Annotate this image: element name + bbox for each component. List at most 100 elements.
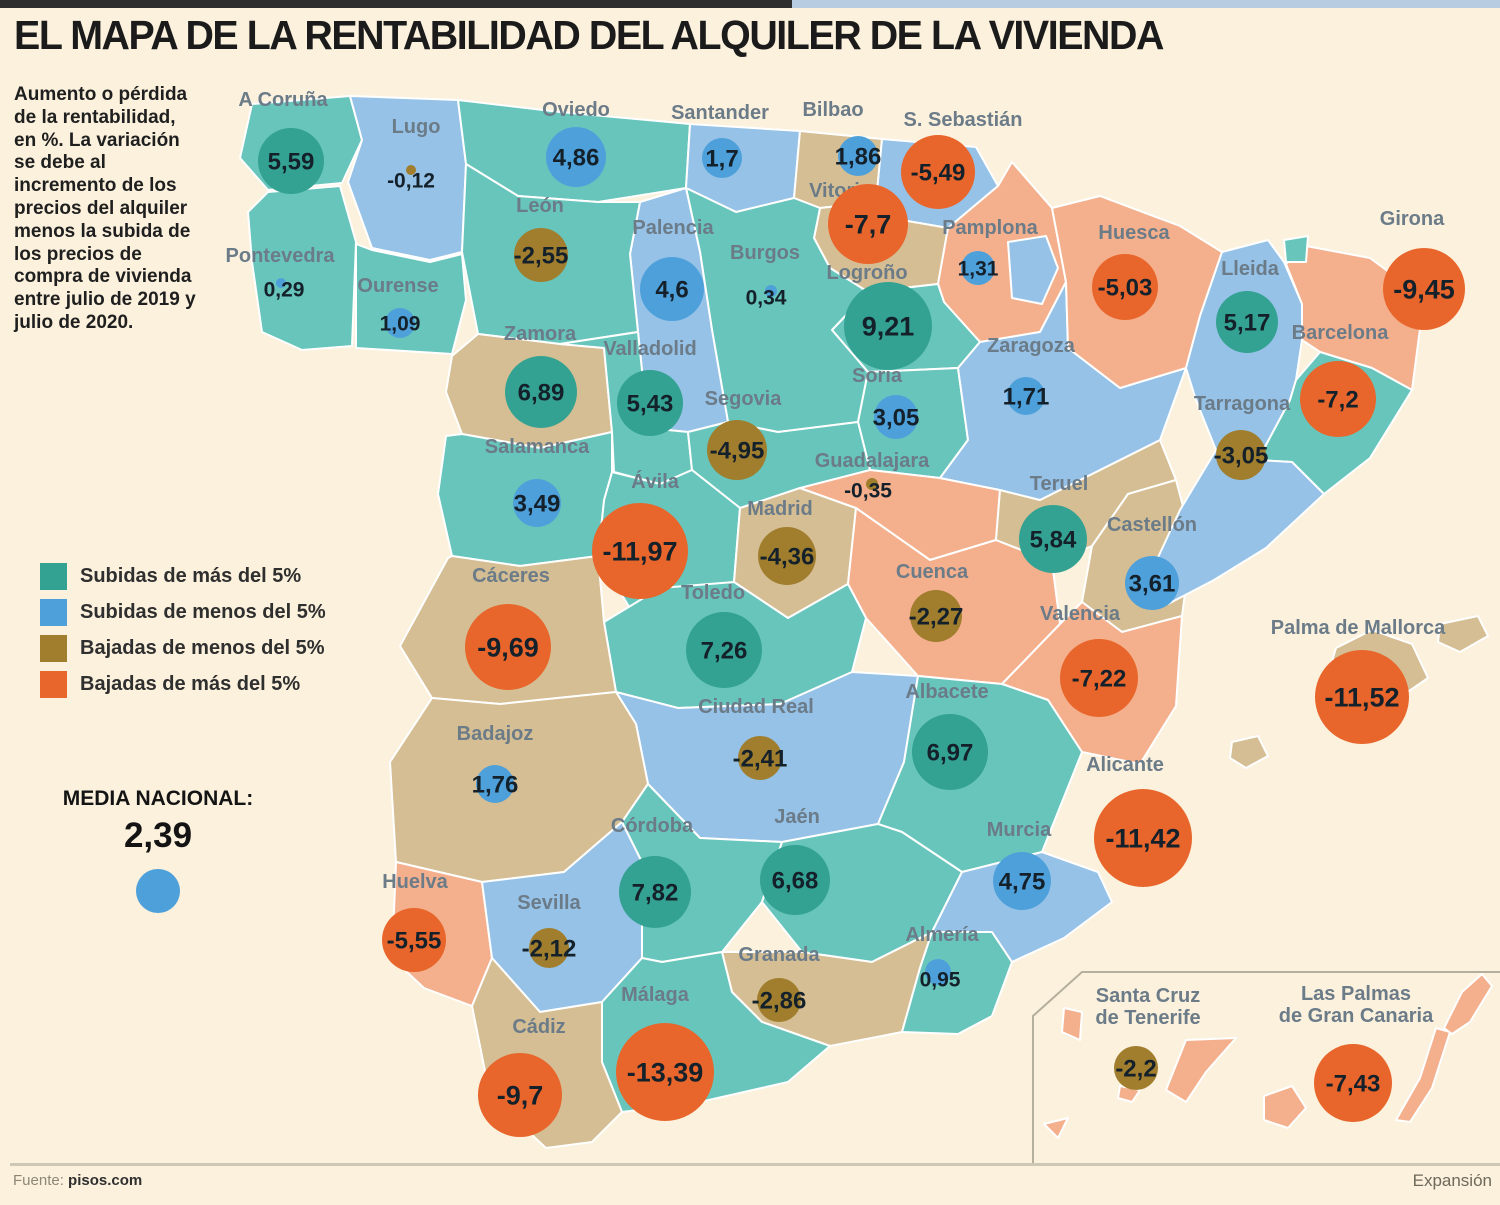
legend-item-1: Subidas de menos del 5% [40,599,326,626]
region-fuerteventura [1395,1027,1451,1123]
bubble-castellon [1125,556,1179,610]
label-tenerifesc: Santa Cruz de Tenerife [1095,985,1200,1029]
value-santander: 1,7 [705,146,738,173]
label-granada: Granada [738,944,820,966]
bubble-zamora [505,356,577,428]
value-zaragoza: 1,71 [1003,384,1050,411]
top-bar-light [792,0,1500,8]
source-credit: Fuente: pisos.com [13,1172,142,1189]
value-salamanca: 3,49 [514,491,561,518]
label-barcelona: Barcelona [1292,322,1390,344]
national-average: MEDIA NACIONAL: 2,39 [56,787,260,913]
label-girona: Girona [1380,208,1445,230]
publisher-credit: Expansión [1412,1171,1492,1190]
label-segovia: Segovia [705,388,783,410]
value-oviedo: 4,86 [553,145,600,172]
label-toledo: Toledo [681,582,745,604]
label-malaga: Málaga [621,984,690,1006]
label-cadiz: Cádiz [512,1016,565,1038]
region-menorca [1437,615,1489,653]
value-soria: 3,05 [873,405,920,432]
value-huelva: -5,55 [387,928,442,955]
label-valladolid: Valladolid [603,338,696,360]
value-ssebastian: -5,49 [911,160,966,187]
label-tarragona: Tarragona [1194,393,1291,415]
legend-label-0: Subidas de más del 5% [80,565,302,587]
bubble-zaragoza [1007,377,1045,415]
label-zamora: Zamora [504,323,577,345]
value-pontevedra: 0,29 [264,279,305,302]
bubble-ourense [385,308,415,338]
value-guadalajara: -0,35 [844,480,892,503]
value-tarragona: -3,05 [1214,443,1269,470]
region-pontevedra [247,185,357,351]
label-ourense: Ourense [357,275,438,297]
region-tenerife [1165,1037,1237,1103]
value-jaen: 6,68 [772,868,819,895]
value-lugo: -0,12 [387,170,435,193]
value-vitoria: -7,7 [845,210,892,240]
value-valladolid: 5,43 [627,391,674,418]
value-barcelona: -7,2 [1317,387,1358,414]
legend: Subidas de más del 5% Subidas de menos de… [40,563,326,707]
value-girona: -9,45 [1393,275,1455,305]
label-castellon: Castellón [1107,514,1197,536]
region-ourense [355,243,467,355]
value-sevilla: -2,12 [522,936,577,963]
region-tarragona [1153,449,1325,605]
bubble-vitoria [828,184,908,264]
bubble-avila [592,503,688,599]
value-toledo: 7,26 [701,638,748,665]
value-malaga: -13,39 [627,1058,704,1088]
value-cuenca: -2,27 [909,604,964,631]
legend-item-2: Bajadas de menos del 5% [40,635,326,662]
bubble-soria [874,395,918,439]
value-huesca: -5,03 [1098,275,1153,302]
legend-label-1: Subidas de menos del 5% [80,601,326,623]
label-cordoba: Córdoba [611,815,694,837]
label-acoruna: A Coruña [238,89,328,111]
value-segovia: -4,95 [710,438,765,465]
label-madrid: Madrid [747,498,813,520]
value-pamplona: 1,31 [958,258,999,281]
bubble-santander [702,138,742,178]
label-soria: Soria [852,365,903,387]
label-cuenca: Cuenca [896,561,969,583]
value-albacete: 6,97 [927,740,974,767]
bubble-palma [1315,650,1409,744]
label-alicante: Alicante [1086,754,1164,776]
bubble-salamanca [513,479,561,527]
value-bilbao: 1,86 [835,144,882,171]
legend-swatch-up5 [40,563,67,590]
bubble-burgos [765,285,777,297]
bubble-murcia [993,852,1051,910]
footer-rule [10,1163,1500,1166]
label-bilbao: Bilbao [802,99,863,121]
label-palma: Palma de Mallorca [1271,617,1446,639]
bubble-pontevedra [276,278,286,288]
legend-label-3: Bajadas de más del 5% [80,673,301,695]
bubble-madrid [758,527,816,585]
bubble-granada [757,978,801,1022]
bubble-teruel [1019,505,1087,573]
value-alicante: -11,42 [1105,824,1180,854]
value-ourense: 1,09 [380,313,421,336]
bubble-cuenca [910,590,962,642]
label-huesca: Huesca [1098,222,1170,244]
label-lugo: Lugo [392,116,441,138]
bubble-tenerifesc [1114,1046,1158,1090]
label-caceres: Cáceres [472,565,550,587]
value-valencia: -7,22 [1072,666,1127,693]
bubble-almeria [925,959,951,985]
bubble-alicante [1094,789,1192,887]
bubble-tarragona [1216,430,1266,480]
value-almeria: 0,95 [920,969,961,992]
bubble-sevilla [529,928,569,968]
value-teruel: 5,84 [1030,527,1077,554]
value-cadiz: -9,7 [497,1081,544,1111]
label-guadalajara: Guadalajara [815,450,930,472]
bubble-caceres [465,604,551,690]
label-oviedo: Oviedo [542,99,610,121]
bubble-valladolid [617,370,683,436]
region-elhierro [1043,1117,1069,1139]
